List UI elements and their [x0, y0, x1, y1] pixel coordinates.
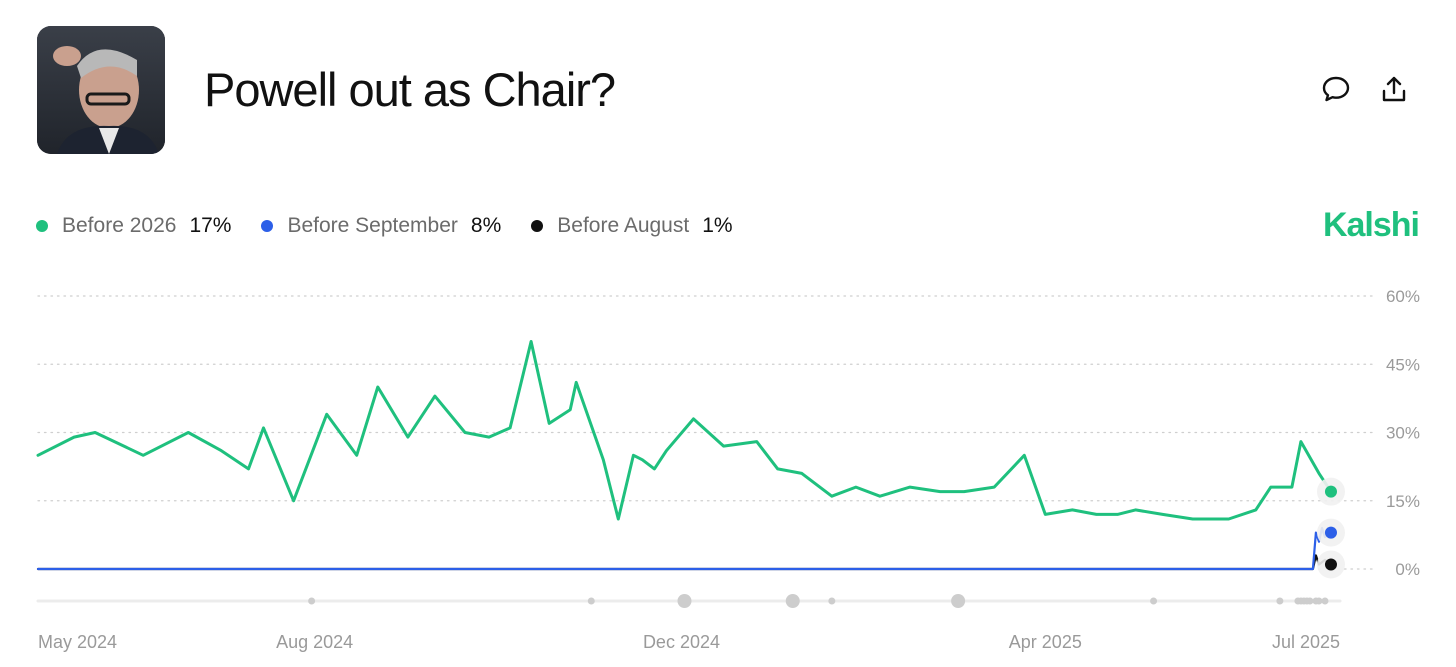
- comment-icon[interactable]: [1321, 74, 1351, 104]
- legend-label: Before 2026: [62, 214, 177, 237]
- series-line: [36, 554, 1333, 571]
- page-title: Powell out as Chair?: [204, 63, 616, 116]
- legend-label: Before August: [557, 214, 690, 237]
- timeline-event-marker[interactable]: [1321, 597, 1329, 605]
- share-icon[interactable]: [1379, 74, 1409, 104]
- timeline-event-marker[interactable]: [1150, 597, 1158, 605]
- y-tick-label: 30%: [1386, 424, 1420, 443]
- x-tick-label: Dec 2024: [643, 632, 720, 652]
- series-end-point: [1324, 526, 1337, 539]
- y-tick-label: 15%: [1386, 492, 1420, 511]
- timeline-event-marker[interactable]: [587, 597, 595, 605]
- x-tick-label: May 2024: [38, 632, 117, 652]
- x-tick-label: Jul 2025: [1272, 632, 1340, 652]
- y-tick-label: 60%: [1386, 287, 1420, 306]
- series-end-point: [1324, 485, 1337, 498]
- timeline-event-marker[interactable]: [1306, 597, 1314, 605]
- kalshi-logo[interactable]: Kalshi: [1322, 206, 1420, 244]
- y-tick-label: 0%: [1395, 560, 1420, 579]
- legend-value: 8%: [470, 214, 502, 237]
- legend-dot: [261, 220, 274, 232]
- chart-legend: Before 2026 17% Before September 8% Befo…: [36, 211, 763, 241]
- timeline-event-marker[interactable]: [951, 594, 966, 608]
- powell-photo: [37, 26, 165, 154]
- x-tick-label: Aug 2024: [276, 632, 353, 652]
- series-end-point: [1324, 558, 1337, 571]
- timeline-event-marker[interactable]: [1315, 597, 1323, 605]
- timeline-event-marker[interactable]: [785, 594, 800, 608]
- legend-value: 1%: [702, 214, 733, 237]
- timeline-event-marker[interactable]: [308, 597, 316, 605]
- legend-item-before-august[interactable]: Before August 1%: [531, 214, 733, 238]
- legend-item-before-september[interactable]: Before September 8%: [261, 214, 501, 238]
- legend-label: Before September: [287, 214, 458, 237]
- legend-dot: [36, 220, 48, 232]
- timeline-event-marker[interactable]: [1276, 597, 1284, 605]
- series-line: [36, 526, 1333, 571]
- series-line: [36, 340, 1333, 521]
- legend-item-before-2026[interactable]: Before 2026 17%: [36, 214, 231, 238]
- x-tick-label: Apr 2025: [1009, 632, 1082, 652]
- timeline-event-marker[interactable]: [677, 594, 692, 608]
- timeline-event-marker[interactable]: [828, 597, 836, 605]
- legend-dot: [531, 220, 544, 232]
- market-thumbnail: [37, 26, 165, 154]
- y-tick-label: 45%: [1386, 355, 1420, 374]
- legend-value: 17%: [189, 214, 232, 237]
